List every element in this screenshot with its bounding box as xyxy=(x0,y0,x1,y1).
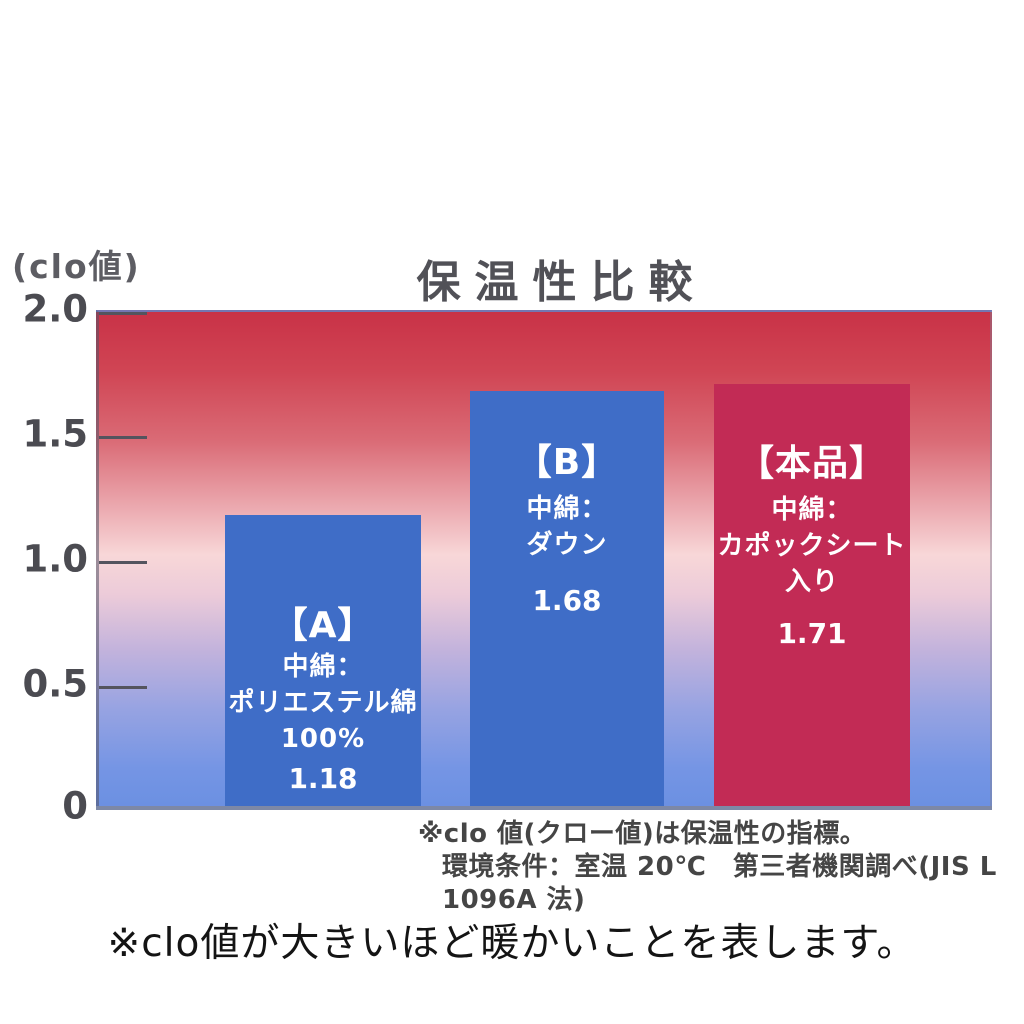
bar-a-desc-line: 100% xyxy=(280,724,366,755)
bar-this-product: 【本品】 中綿： カポックシート 入り 1.71 xyxy=(714,383,910,808)
bar-a-tag: 【A】 xyxy=(271,605,375,647)
tick-mark-2.0 xyxy=(99,312,147,315)
bar-product-tag: 【本品】 xyxy=(737,442,886,484)
x-axis-baseline xyxy=(96,806,992,810)
y-tick-label-1.5: 1.5 xyxy=(22,412,88,456)
tick-mark-0.5 xyxy=(99,686,147,689)
bar-sample-a: 【A】 中綿： ポリエステル綿 100% 1.18 xyxy=(225,515,421,808)
bar-sample-b: 【B】 中綿： ダウン 1.68 xyxy=(470,391,664,808)
bar-b-value: 1.68 xyxy=(532,584,602,618)
bar-b-desc-line: 中綿： xyxy=(526,494,608,525)
bottom-caption: ※clo値が大きいほど暖かいことを表します。 xyxy=(107,921,917,966)
bar-product-desc-line: 入り xyxy=(784,566,839,597)
chart-title: 保温性比較 xyxy=(416,257,707,308)
y-tick-label-2.0: 2.0 xyxy=(22,287,88,331)
bar-a-desc-line: 中綿： xyxy=(282,652,364,683)
y-tick-label-0.5: 0.5 xyxy=(22,662,88,706)
footnote-line-1: ※clo 値(クロー値)は保温性の指標。 xyxy=(418,819,867,849)
footnote-line-2: 環境条件：室温 20℃ 第三者機関調べ(JIS L 1096A 法) xyxy=(442,852,997,915)
footnote: ※clo 値(クロー値)は保温性の指標。 環境条件：室温 20℃ 第三者機関調べ… xyxy=(418,818,1024,917)
bar-b-tag: 【B】 xyxy=(515,442,619,484)
tick-mark-1.5 xyxy=(99,436,147,439)
plot-area: 【A】 中綿： ポリエステル綿 100% 1.18 【B】 中綿： ダウン 1.… xyxy=(96,310,992,808)
bar-a-value: 1.18 xyxy=(288,762,358,796)
bar-product-desc-line: 中綿： xyxy=(771,494,853,525)
tick-mark-1.0 xyxy=(99,561,147,564)
bar-b-desc-line: ダウン xyxy=(526,530,608,561)
y-tick-label-1.0: 1.0 xyxy=(22,537,88,581)
y-axis-unit-label: (clo値) xyxy=(12,247,141,286)
bar-product-desc-line: カポックシート xyxy=(717,530,907,561)
bar-product-value: 1.71 xyxy=(777,616,847,650)
y-tick-label-0: 0 xyxy=(62,784,88,828)
bar-a-desc-line: ポリエステル綿 xyxy=(228,688,418,719)
